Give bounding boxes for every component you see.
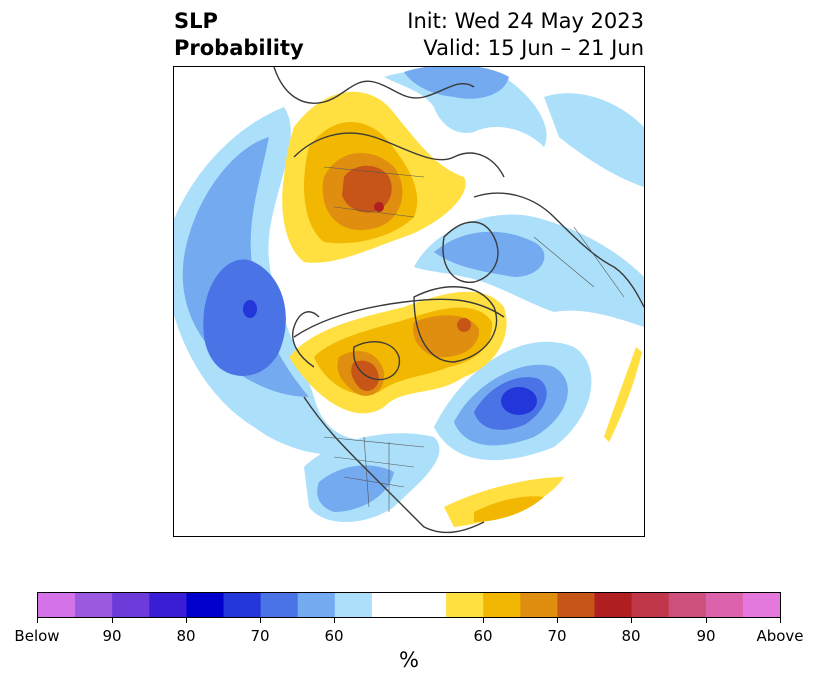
colorbar-swatch bbox=[409, 593, 447, 617]
below-field-atlantic-core bbox=[501, 387, 537, 415]
border-conus-1 bbox=[323, 436, 425, 448]
border-conus-4 bbox=[363, 436, 370, 508]
valid-range: Valid: 15 Jun – 21 Jun bbox=[423, 36, 644, 60]
title-left: SLP Probability bbox=[174, 8, 304, 62]
coastline-siberia bbox=[273, 67, 475, 104]
colorbar-tick-mark bbox=[186, 618, 187, 623]
colorbar-tick-mark bbox=[334, 618, 335, 623]
coastline-scandinavia bbox=[442, 221, 499, 283]
border-russia-1 bbox=[323, 166, 425, 178]
border-conus-3 bbox=[343, 476, 405, 488]
colorbar-tick-mark bbox=[780, 618, 781, 623]
coastline-europe bbox=[473, 192, 644, 308]
init-date: Init: Wed 24 May 2023 bbox=[407, 9, 644, 33]
border-europe-1 bbox=[533, 236, 595, 288]
colorbar-tick-mark bbox=[557, 618, 558, 623]
title-right: Init: Wed 24 May 2023 Valid: 15 Jun – 21… bbox=[407, 8, 644, 62]
colorbar-swatch bbox=[223, 593, 262, 617]
colorbar-swatch bbox=[557, 593, 595, 617]
colorbar-tick-label: Below bbox=[14, 627, 60, 645]
colorbar-tick-label: 60 bbox=[473, 627, 493, 645]
coastline-alaska bbox=[292, 311, 320, 368]
title-variable: SLP bbox=[174, 9, 218, 33]
coastlines bbox=[273, 67, 644, 534]
colorbar-tick-label: 80 bbox=[176, 627, 196, 645]
colorbar-swatch bbox=[334, 593, 373, 617]
colorbar-swatch bbox=[38, 593, 76, 617]
coastline-canada bbox=[293, 298, 505, 338]
coastline-north-america bbox=[303, 396, 485, 534]
border-conus-2 bbox=[333, 456, 415, 468]
border-europe-2 bbox=[573, 226, 625, 298]
colorbar-swatch bbox=[149, 593, 187, 617]
colorbar-tick-label: 80 bbox=[621, 627, 641, 645]
probability-map bbox=[174, 67, 644, 534]
colorbar-swatch bbox=[260, 593, 299, 617]
colorbar-tick-mark bbox=[631, 618, 632, 623]
colorbar-unit-label: % bbox=[399, 648, 419, 672]
colorbar-tick-label: Above bbox=[756, 627, 804, 645]
coastline-hudson-bay bbox=[352, 341, 401, 381]
colorbar bbox=[37, 592, 781, 618]
colorbar-swatch bbox=[742, 593, 780, 617]
above-field-atlantic-streak bbox=[604, 347, 642, 442]
colorbar-swatch bbox=[483, 593, 521, 617]
above-field-canada-max bbox=[457, 318, 471, 332]
colorbar-swatch bbox=[668, 593, 707, 617]
colorbar-tick-mark bbox=[483, 618, 484, 623]
colorbar-swatch bbox=[112, 593, 150, 617]
colorbar-swatch bbox=[705, 593, 744, 617]
colorbar-tick-label: 90 bbox=[696, 627, 716, 645]
colorbar-tick-label: 90 bbox=[102, 627, 122, 645]
colorbar-swatch bbox=[297, 593, 336, 617]
colorbar-swatch bbox=[75, 593, 113, 617]
colorbar-tick-label: 70 bbox=[250, 627, 270, 645]
colorbar-swatch bbox=[594, 593, 633, 617]
above-normal-fields bbox=[282, 91, 642, 527]
below-field-pacific-inner bbox=[203, 259, 286, 376]
title-product: Probability bbox=[174, 36, 304, 60]
colorbar-swatch bbox=[446, 593, 484, 617]
colorbar-swatches bbox=[38, 593, 780, 617]
coastline-arctic-russia bbox=[293, 132, 505, 178]
colorbar-tick-mark bbox=[706, 618, 707, 623]
map-panel bbox=[173, 66, 645, 537]
colorbar-tick-mark bbox=[112, 618, 113, 623]
below-normal-fields bbox=[174, 67, 644, 522]
border-russia-2 bbox=[333, 206, 415, 218]
above-field-gulf-inner bbox=[474, 496, 544, 522]
above-field-siberia-core bbox=[342, 165, 392, 213]
colorbar-swatch bbox=[520, 593, 558, 617]
below-field-pacific-core bbox=[243, 300, 257, 318]
colorbar-tick-mark bbox=[260, 618, 261, 623]
colorbar-tick-label: 60 bbox=[324, 627, 344, 645]
below-field-europe-inner bbox=[434, 231, 545, 277]
colorbar-tick-mark bbox=[37, 618, 38, 623]
below-field-siberia-top bbox=[404, 67, 509, 99]
below-field-east bbox=[544, 93, 644, 187]
colorbar-swatch bbox=[186, 593, 224, 617]
coastline-greenland bbox=[413, 286, 498, 363]
colorbar-swatch bbox=[631, 593, 670, 617]
colorbar-tick-label: 70 bbox=[547, 627, 567, 645]
above-field-siberia-max bbox=[374, 202, 384, 212]
country-borders bbox=[323, 166, 625, 512]
colorbar-swatch bbox=[371, 593, 410, 617]
